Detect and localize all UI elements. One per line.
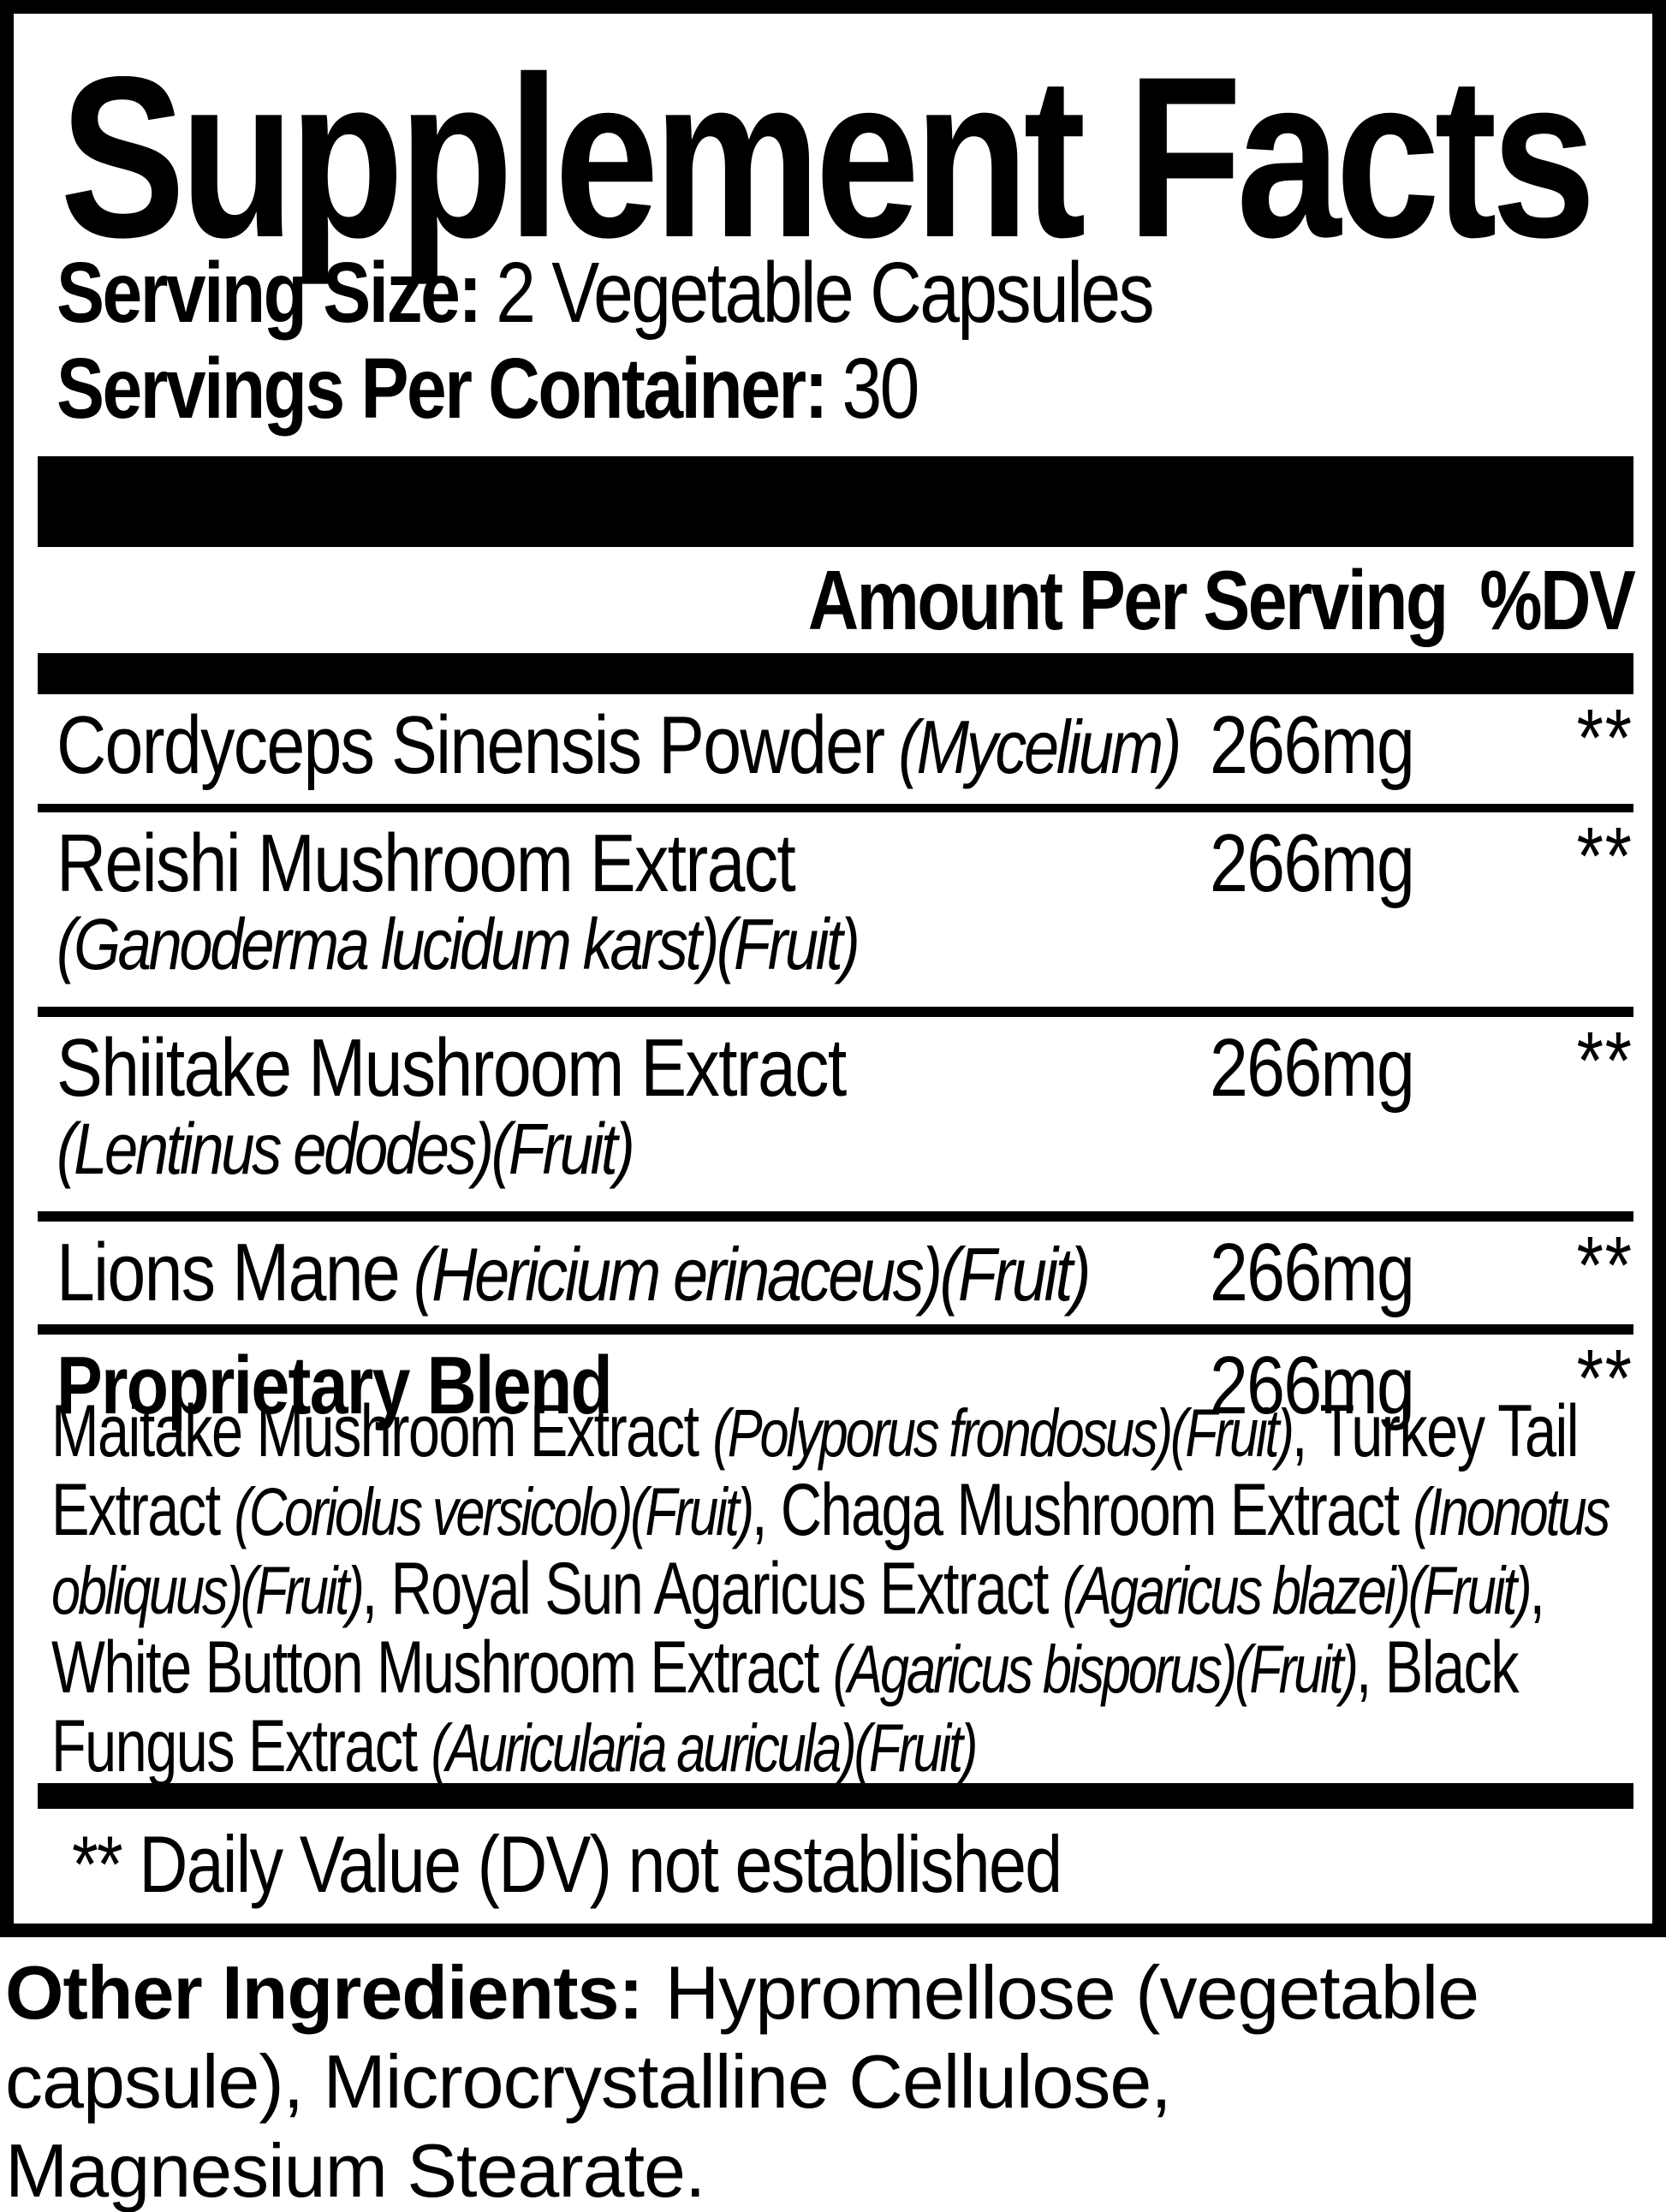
blend-ingredient: , White Button Mushroom Extract: [51, 1548, 1545, 1709]
table-header: Amount Per Serving %DV: [651, 553, 1636, 647]
ingredient-latin-name: (Hericium erinaceus)(Fruit): [413, 1232, 1092, 1317]
blend-latin-name: (Auricularia auricula)(Fruit): [431, 1710, 979, 1786]
serving-size-line: Serving Size: 2 Vegetable Capsules: [57, 250, 1361, 336]
ingredient-amount: 266mg: [1210, 1227, 1415, 1318]
blend-ingredient: , Turkey Tail Extract: [51, 1390, 1580, 1551]
table-row-shiitake: Shiitake Mushroom Extract (Lentinus edod…: [38, 1017, 1633, 1222]
proprietary-blend-ingredient-list: Maitake Mushroom Extract (Polyporus fron…: [51, 1393, 1666, 1787]
ingredient-dv-marker: **: [1576, 1015, 1633, 1107]
blend-latin-name: (Polyporus frondosus)(Fruit): [712, 1394, 1294, 1471]
ingredient-table: Cordyceps Sinensis Powder (Mycelium) 266m…: [38, 694, 1633, 1432]
ingredient-latin-name: (Mycelium): [898, 705, 1181, 789]
ingredient-name: Lions Mane: [57, 1227, 401, 1318]
blend-latin-name: (Agaricus blazei)(Fruit): [1062, 1552, 1532, 1628]
other-ingredients-line3: Magnesium Stearate.: [5, 2128, 705, 2212]
other-ingredients-label: Other Ingredients:: [5, 1950, 644, 2035]
servings-per-container-label: Servings Per Container:: [57, 341, 829, 437]
ingredient-latin-subline: (Ganoderma lucidum karst)(Fruit): [57, 904, 860, 984]
ingredient-amount: 266mg: [1210, 1022, 1415, 1114]
footnote-divider-bar: [38, 1783, 1633, 1809]
dv-footnote: ** Daily Value (DV) not established: [72, 1819, 1062, 1909]
blend-latin-name: (Agaricus bisporus)(Fruit): [832, 1631, 1359, 1707]
serving-size-value: 2 Vegetable Capsules: [496, 245, 1154, 341]
servings-per-container-value: 30: [842, 341, 919, 437]
blend-latin-name: (Coriolus versicolo)(Fruit): [234, 1473, 755, 1549]
blend-paragraph: Maitake Mushroom Extract (Polyporus fron…: [51, 1393, 1644, 1787]
ingredient-name: Cordyceps Sinensis Powder: [57, 699, 885, 791]
ingredient-dv-marker: **: [1576, 1333, 1633, 1424]
blend-ingredient: , Chaga Mushroom Extract: [751, 1469, 1413, 1551]
servings-per-container-line: Servings Per Container: 30: [57, 346, 1081, 431]
blend-ingredient: , Royal Sun Agaricus Extract: [361, 1548, 1062, 1630]
blend-ingredient: , Black Fungus Extract: [51, 1626, 1520, 1787]
other-ingredients-text: Hypromellose (vegetable: [664, 1950, 1479, 2035]
table-row-lions-mane: Lions Mane (Hericium erinaceus)(Fruit) 26…: [38, 1222, 1633, 1335]
ingredient-name: Reishi Mushroom Extract: [57, 818, 796, 909]
ingredient-dv-marker: **: [1576, 1220, 1633, 1311]
serving-size-label: Serving Size:: [57, 245, 482, 341]
panel-title: Supplement Facts: [60, 28, 1596, 285]
ingredient-dv-marker: **: [1576, 811, 1633, 902]
ingredient-amount: 266mg: [1210, 818, 1415, 909]
ingredient-name: Shiitake Mushroom Extract: [57, 1022, 847, 1114]
amount-per-serving-header: Amount Per Serving: [807, 553, 1448, 647]
blend-ingredient: Maitake Mushroom Extract: [51, 1390, 713, 1472]
ingredient-latin-subline: (Lentinus edodes)(Fruit): [57, 1109, 635, 1189]
percent-dv-header: %DV: [1479, 553, 1636, 647]
blend-latin-name: (Inonotus obliquus)(Fruit): [51, 1473, 1610, 1628]
other-ingredients-line2: capsule), Microcrystalline Cellulose,: [5, 2039, 1172, 2124]
header-underline-bar: [38, 653, 1633, 694]
table-row-reishi: Reishi Mushroom Extract (Ganoderma lucid…: [38, 812, 1633, 1017]
other-ingredients-block: Other Ingredients: Hypromellose (vegetabl…: [5, 1948, 1663, 2212]
ingredient-amount: 266mg: [1210, 1340, 1415, 1431]
table-row-proprietary-blend: Proprietary Blend 266mg **: [38, 1335, 1633, 1432]
table-row-cordyceps: Cordyceps Sinensis Powder (Mycelium) 266m…: [38, 694, 1633, 812]
thick-divider-bar: [38, 456, 1633, 547]
facts-panel: Supplement Facts Serving Size: 2 Vegetabl…: [0, 0, 1666, 1937]
ingredient-amount: 266mg: [1210, 699, 1415, 791]
ingredient-dv-marker: **: [1576, 693, 1633, 784]
other-ingredients-line1: Other Ingredients: Hypromellose (vegetabl…: [5, 1948, 1663, 2037]
ingredient-name: Proprietary Blend: [57, 1340, 613, 1431]
